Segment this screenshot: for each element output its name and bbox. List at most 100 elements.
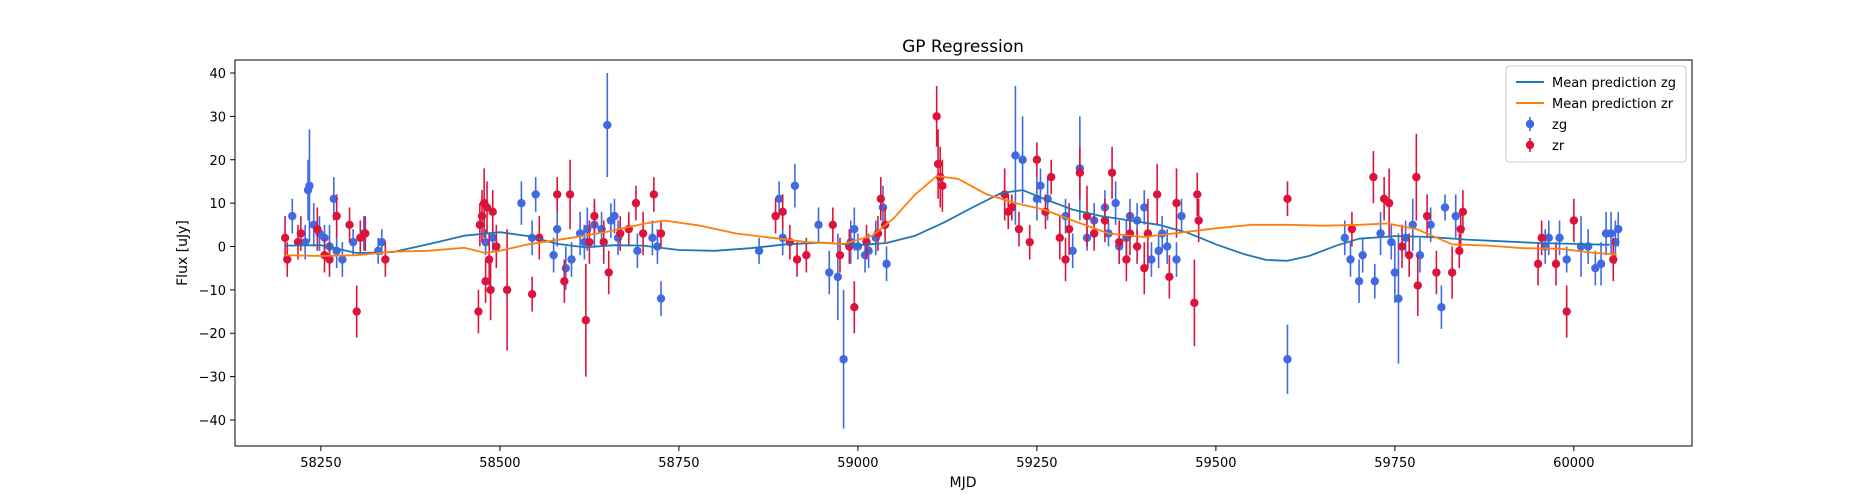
point-zg xyxy=(300,237,310,247)
point-zr xyxy=(649,190,659,199)
point-zr xyxy=(1537,233,1546,243)
point-zg xyxy=(850,224,859,234)
point-zg xyxy=(1283,355,1292,364)
point-zg xyxy=(1544,233,1554,243)
point-zg xyxy=(549,250,558,260)
point-zg xyxy=(1408,220,1417,230)
point-zr xyxy=(1533,259,1543,269)
y-tick-label: 0 xyxy=(218,240,226,255)
point-zg xyxy=(1340,233,1349,243)
point-zr xyxy=(484,255,494,264)
point-zr xyxy=(1347,224,1357,234)
point-zr xyxy=(1413,281,1422,290)
point-zr xyxy=(581,316,591,325)
point-zg xyxy=(1614,224,1623,234)
point-zr xyxy=(835,250,845,260)
x-tick-label: 58500 xyxy=(479,456,520,471)
point-zg xyxy=(567,255,576,264)
point-zr xyxy=(1551,259,1561,269)
point-zr xyxy=(873,229,883,238)
legend: Mean prediction zg Mean prediction zr zg zr xyxy=(1505,65,1687,163)
point-zr xyxy=(361,229,370,238)
point-zr xyxy=(1165,272,1174,282)
legend-entry-label: Mean prediction zg xyxy=(1552,76,1676,91)
legend-entry-label: Mean prediction zr xyxy=(1552,97,1674,112)
point-zg xyxy=(1172,255,1181,264)
point-zr xyxy=(1025,237,1034,247)
point-zg xyxy=(1370,276,1380,286)
point-zr xyxy=(1193,190,1202,199)
series-zr xyxy=(280,86,1618,377)
point-zr xyxy=(876,194,886,203)
point-zr xyxy=(1455,246,1464,256)
point-zr xyxy=(1283,194,1292,203)
x-tick-label: 58250 xyxy=(300,456,341,471)
point-zr xyxy=(1172,198,1181,208)
point-zg xyxy=(288,211,297,221)
point-zr xyxy=(1562,307,1571,316)
x-tick-label: 58750 xyxy=(658,456,699,471)
axis-ticks: 58250 58500 58750 59000 59250 59500 59750 60000… xyxy=(199,67,1595,471)
point-zg xyxy=(1157,229,1167,238)
legend-entry-label: zg xyxy=(1552,118,1567,133)
point-zg xyxy=(517,198,526,208)
point-zr xyxy=(481,276,490,286)
point-zg xyxy=(1562,255,1571,264)
point-zr xyxy=(313,224,322,234)
point-zr xyxy=(1447,268,1457,277)
point-zg xyxy=(1147,255,1156,264)
point-zr xyxy=(280,233,290,243)
legend-marker-swatch xyxy=(1525,140,1535,150)
point-zr xyxy=(1115,237,1124,247)
point-zr xyxy=(1404,250,1414,260)
point-zg xyxy=(1162,242,1172,251)
point-zg xyxy=(656,294,666,303)
point-zr xyxy=(590,211,599,221)
x-axis-label: MJD xyxy=(950,475,977,491)
point-zg xyxy=(1426,220,1435,230)
point-zr xyxy=(638,229,648,238)
point-zg xyxy=(305,181,314,190)
point-zg xyxy=(839,355,848,364)
x-tick-label: 59500 xyxy=(1195,456,1236,471)
line-mean-prediction-zg xyxy=(285,189,1610,262)
x-tick-label: 59750 xyxy=(1374,456,1415,471)
y-tick-label: 10 xyxy=(209,197,226,212)
y-tick-label: −30 xyxy=(199,371,226,386)
point-zr xyxy=(792,255,802,264)
point-zr xyxy=(1422,211,1432,221)
point-zr xyxy=(932,112,941,121)
point-zr xyxy=(1132,242,1142,251)
point-zr xyxy=(1458,207,1468,216)
y-tick-label: −40 xyxy=(199,414,226,429)
point-zg xyxy=(1177,211,1186,221)
point-zr xyxy=(527,290,537,299)
point-zg xyxy=(882,259,891,269)
point-zg xyxy=(754,246,764,256)
point-zr xyxy=(1089,229,1099,238)
chart-title: GP Regression xyxy=(902,37,1024,57)
point-zr xyxy=(828,220,838,230)
point-zg xyxy=(1011,151,1020,160)
plot-area xyxy=(280,73,1623,429)
point-zr xyxy=(631,198,641,208)
point-zr xyxy=(1397,242,1407,251)
point-zg xyxy=(1376,229,1385,238)
point-zg xyxy=(1440,203,1450,212)
point-zg xyxy=(778,233,787,243)
point-zg xyxy=(561,263,570,273)
point-zr xyxy=(352,307,361,316)
point-zr xyxy=(296,229,306,238)
legend-entry-label: zr xyxy=(1552,139,1565,154)
point-zr xyxy=(1032,155,1042,164)
point-zr xyxy=(1014,224,1024,234)
point-zr xyxy=(565,190,575,199)
point-zg xyxy=(338,255,347,264)
y-tick-label: 30 xyxy=(209,110,226,125)
point-zr xyxy=(482,203,492,212)
point-zr xyxy=(1075,168,1085,177)
point-zr xyxy=(345,220,354,230)
point-zr xyxy=(850,303,859,312)
point-zg xyxy=(1358,250,1367,260)
point-zr xyxy=(488,207,497,216)
